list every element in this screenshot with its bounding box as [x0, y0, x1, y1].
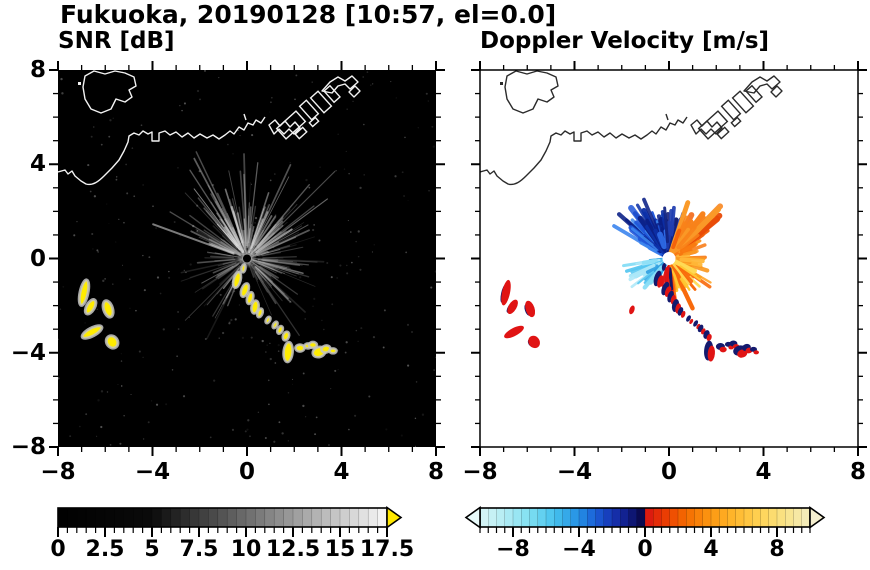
snr-x-tick-label: −4: [134, 459, 171, 485]
snr-colorbar-tick-label: 10: [230, 537, 262, 562]
pier-outline: [731, 90, 755, 114]
coastline-path: [665, 113, 669, 121]
snr-colorbar-tick-label: 15: [324, 537, 356, 562]
velocity-colorbar-tick-label: −8: [496, 537, 530, 562]
pier-outline: [730, 116, 742, 128]
clutter-fan: [152, 151, 336, 340]
pier-outline: [323, 84, 341, 104]
radar-site-hole: [662, 252, 676, 265]
islet-dot: [78, 82, 81, 85]
snr-colorbar-tick-label: 12.5: [265, 537, 321, 562]
snr-y-tick-label: 4: [29, 151, 46, 178]
pier-outline: [308, 116, 320, 128]
coastline-path: [690, 119, 723, 135]
radar-site-dot: [242, 253, 252, 264]
snr-colorbar-tick-label: 17.5: [359, 537, 415, 562]
coastline: [58, 70, 361, 186]
velocity-colorbar-tick-label: 8: [769, 537, 785, 562]
coastline-path: [321, 75, 359, 94]
pier-outline: [697, 110, 729, 140]
pier-outline: [309, 90, 333, 114]
snr-x-tick-label: 4: [333, 459, 350, 485]
axis-ticks: [49, 61, 445, 456]
coastline-path: [268, 119, 301, 135]
coastline-path: [58, 116, 266, 186]
velocity-plot: [471, 61, 867, 456]
velocity-echoes: [500, 262, 759, 362]
snr-colorbar-tick-label: 5: [144, 537, 160, 562]
coastline-path: [82, 70, 137, 114]
snr-y-tick-label: −8: [10, 434, 46, 460]
snr-y-tick-label: −4: [10, 339, 46, 366]
strong-echoes: [77, 263, 338, 364]
velocity-fan: [612, 197, 724, 311]
over-range-arrow: [386, 505, 403, 530]
snr-colorbar-tick-label: 2.5: [85, 537, 125, 562]
coastline: [480, 70, 783, 186]
pier-outline: [745, 84, 763, 104]
coastline-path: [243, 113, 247, 121]
velocity-colorbar: [464, 505, 826, 537]
velocity-x-tick-label: 4: [755, 459, 772, 485]
coastline-path: [770, 85, 783, 98]
under-range-arrow: [464, 505, 481, 530]
pier-outline: [275, 110, 307, 140]
islet-dot: [500, 82, 503, 85]
velocity-x-tick-label: −8: [462, 459, 498, 485]
pier-outline: [294, 126, 308, 140]
over-range-arrow: [809, 505, 826, 530]
pier-outline: [298, 99, 320, 121]
noise-speckle: [58, 70, 436, 447]
pier-outline: [716, 126, 730, 140]
snr-colorbar-tick-label: 7.5: [179, 537, 219, 562]
snr-plot: [49, 61, 445, 456]
axis-ticks: [471, 61, 867, 456]
coastline-path: [480, 116, 688, 186]
velocity-x-tick-label: 8: [849, 459, 867, 485]
velocity-x-tick-label: 0: [660, 459, 678, 485]
velocity-colorbar-tick-label: −4: [562, 537, 596, 562]
snr-y-tick-label: 8: [29, 57, 46, 83]
velocity-colorbar-tick-label: 4: [703, 537, 719, 562]
snr-y-tick-label: 0: [29, 245, 46, 272]
snr-colorbar-tick-label: 0: [50, 537, 66, 562]
snr-x-tick-label: 8: [427, 459, 445, 485]
snr-x-tick-label: 0: [238, 459, 256, 485]
velocity-colorbar-tick-label: 0: [637, 537, 653, 562]
coastline-path: [348, 85, 361, 98]
figure-title: Fukuoka, 20190128 [10:57, el=0.0]: [60, 0, 557, 29]
coastline-path: [504, 70, 559, 114]
snr-colorbar: [57, 505, 403, 537]
pier-outline: [720, 99, 742, 121]
snr-x-tick-label: −8: [40, 459, 76, 485]
coastline-path: [743, 75, 781, 94]
snr-panel-label: SNR [dB]: [58, 28, 175, 54]
velocity-x-tick-label: −4: [556, 459, 593, 485]
velocity-panel-label: Doppler Velocity [m/s]: [480, 28, 770, 54]
